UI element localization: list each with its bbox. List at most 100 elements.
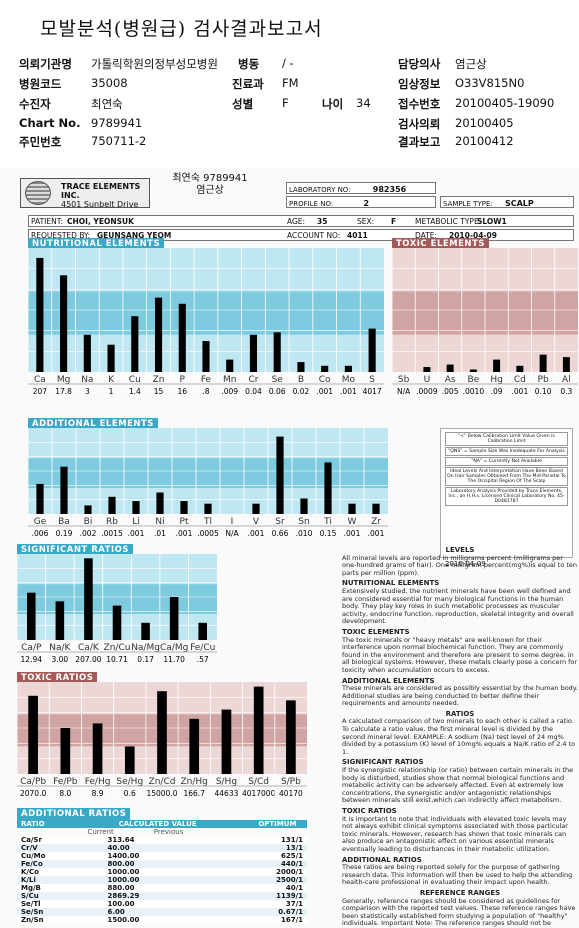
category-label: Pt [180,517,189,527]
table-row: Ca/Sr 313.64 131/1 [17,836,307,844]
ratio-cell: Zn/Sn [21,916,44,924]
bar-be [469,369,477,372]
bar-p [178,303,186,372]
category-label: Cu [129,375,141,385]
bar-ca [36,257,44,372]
bar-sn [300,498,308,514]
value-label: .0009 [416,387,438,396]
lab-no-label: LABORATORY NO: [289,186,351,194]
value-cell: 1000.00 [107,868,140,876]
bar-as [446,364,454,372]
legend-box: "<" Below Calibration Limit Value Given … [440,428,573,558]
bar-ca-pb [28,695,38,774]
requested-row: REQUESTED BY: GEUNSANG YEOM ACCOUNT NO: … [28,229,574,241]
category-label: S [369,375,375,385]
ratio-cell: Cu/Mo [21,852,46,860]
nutritional-chart: Ca 207 Mg 17.8 Na 3 K 1 Cu 1.4 Zn 15 P 16 Fe .8 Mn .009 Cr… [28,248,384,398]
category-label: Fe [201,375,212,385]
category-label: Be [468,375,480,385]
age-label: 나이 [322,97,344,111]
legend-note-3: Ideal Levels And Interpretation Have Bee… [445,467,568,486]
category-label: Ni [155,517,164,527]
category-label: Ge [34,517,47,527]
request-date-label: 검사의뢰 [398,117,441,131]
bar-pb [539,354,547,372]
category-label: Cr [248,375,258,385]
value-cell: 1400.00 [107,852,140,860]
scan-date-value: 2010-04-09 [449,231,497,240]
hospital-code-value: 35008 [91,76,128,90]
profile-no-box: PROFILE NO: 2 [286,196,436,208]
value-label: .57 [197,655,209,664]
value-label: N/A [397,387,411,396]
category-label: Al [562,375,571,385]
sample-type-box: SAMPLE TYPE: SCALP [440,196,574,208]
bar-sr [276,436,284,514]
value-label: .001 [512,387,529,396]
category-label: Ca/Pb [20,777,46,787]
additional-chart: Ge .006 Ba 0.19 Bi .002 Rb .0015 Li .001 Ni .01 Pt .0… [28,428,388,540]
value-label: 2070.0 [20,789,46,798]
value-label: 0.66 [272,529,289,538]
category-label: Mg [57,375,70,385]
side-heading: SIGNIFICANT RATIOS [342,758,424,767]
optimum-cell: 0.67/1 [278,908,303,916]
value-label: 3 [85,387,90,396]
category-label: Mo [342,375,356,385]
category-label: Na [81,375,93,385]
bar-fe-pb [60,728,71,774]
category-label: Fe/Hg [85,777,111,787]
value-label: 44633 [215,789,239,798]
toxic-title: TOXIC ELEMENTS [392,238,489,250]
table-row: Cu/Mo 1400.00 625/1 [17,852,307,860]
ratio-cell: S/Cu [21,892,39,900]
value-label: .001 [368,529,385,538]
bar-mo [344,365,352,372]
bar-zn-cu [112,605,122,640]
value-label: .001 [344,529,361,538]
lab-logo: TRACE ELEMENTS INC. 4501 Sunbelt Drive [20,178,150,209]
value-label: .001 [248,529,265,538]
lab-no-box: LABORATORY NO: 982356 [286,182,436,194]
bar-zn [154,297,163,372]
id-no-label: 주민번호 [19,135,62,149]
legend-note-1: "QNS" = Sample Size Was Inadequate For A… [445,447,568,456]
age-value: 34 [356,96,371,110]
optimum-cell: 2000/1 [276,868,303,876]
category-label: Sn [298,517,309,527]
value-label: 11.70 [163,655,185,664]
value-cell: 1500.00 [107,916,140,924]
bar-s [368,328,376,372]
side-heading: TOXIC ELEMENTS [342,627,410,636]
side-paragraph: It is important to note that individuals… [342,814,568,853]
report-title: 모발분석(병원급) 검사결과보고서 [40,18,323,40]
table-row: K/Co 1000.00 2000/1 [17,868,307,876]
optimum-col-header: OPTIMUM [258,820,297,828]
bar-mg [60,275,68,372]
ratio-cell: Se/Tl [21,900,41,908]
optimum-cell: 40/1 [285,884,303,892]
bar-na [83,334,91,372]
value-label: 0.15 [320,529,337,538]
value-label: .009 [221,387,238,396]
category-label: Hg [490,375,502,385]
scan-top-name: 최연숙 9789941 [172,173,248,184]
institution-label: 의뢰기관명 [19,57,72,71]
bar-w [348,503,356,514]
value-label: N/A [225,529,239,538]
institution-value: 가톨릭학원의정부성모병원 [91,57,218,71]
legend-note-0: "<" Below Calibration Limit Value Given … [445,432,568,446]
dept-label: 진료과 [232,77,264,91]
value-label: .0015 [101,529,123,538]
table-row: Zn/Sn 1500.00 167/1 [17,916,307,924]
calc-col-header: CALCULATED VALUE [118,820,197,828]
value-label: .006 [32,529,49,538]
scan-report-date: 2010-04-09 [445,560,486,568]
lab-logo-addr: 4501 Sunbelt Drive [61,200,139,209]
value-label: 0.06 [269,387,286,396]
bar-s-hg [221,709,232,774]
category-label: U [424,375,431,385]
nutritional-title: NUTRITIONAL ELEMENTS [28,238,165,250]
significant-chart: Ca/P 12.94 Na/K 3.00 Ca/K 207.00 Zn/Cu 10.71 Na/… [17,554,217,666]
current-subheader: Current [87,828,114,836]
